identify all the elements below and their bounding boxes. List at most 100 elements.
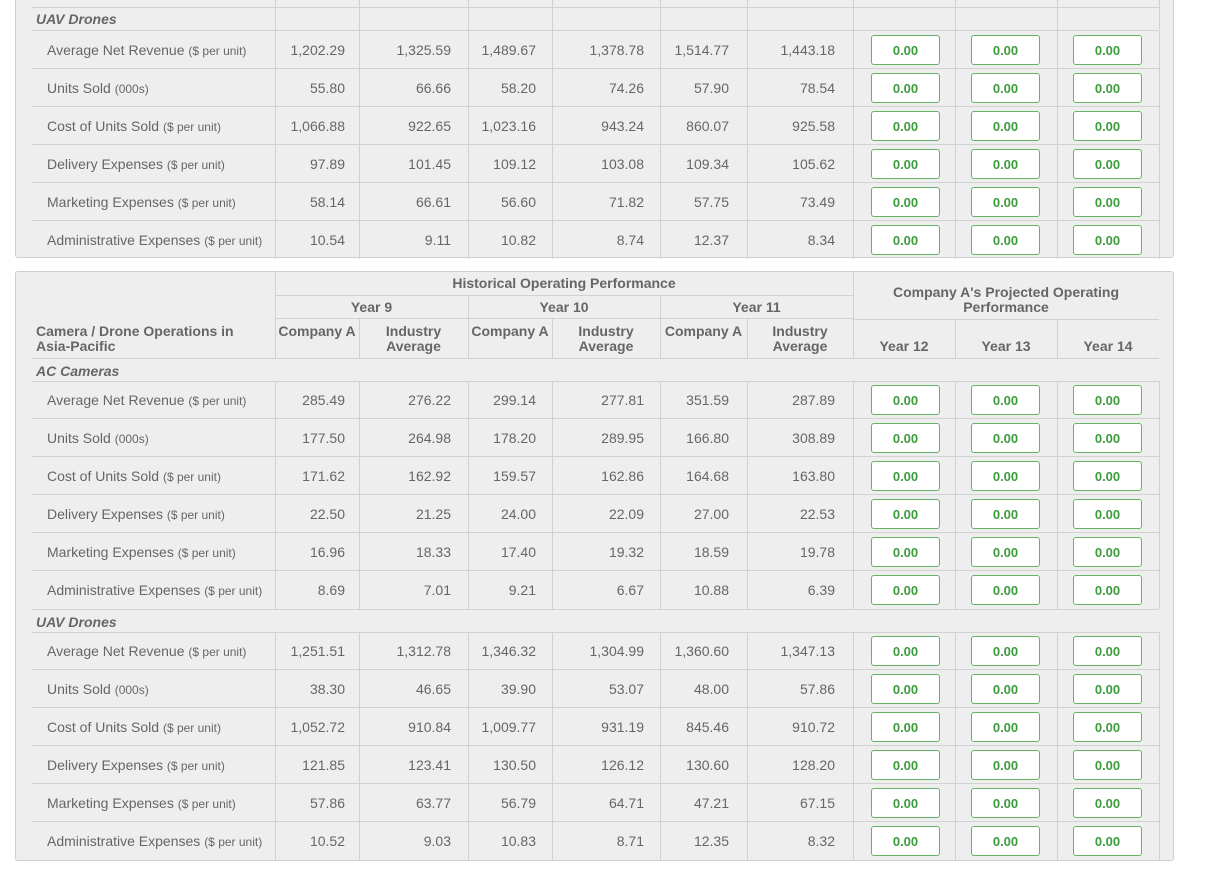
column-divider — [1159, 0, 1160, 30]
projected-value-input[interactable] — [971, 499, 1040, 529]
projected-value-input[interactable] — [971, 750, 1040, 780]
projected-value-input[interactable] — [1073, 788, 1142, 818]
projected-value-input[interactable] — [1073, 750, 1142, 780]
projected-value-input[interactable] — [871, 826, 940, 856]
projected-value-input[interactable] — [1073, 385, 1142, 415]
column-divider — [359, 318, 360, 358]
projected-value-input[interactable] — [971, 35, 1040, 65]
value-cell: 845.46 — [686, 719, 729, 735]
value-cell: 123.41 — [408, 757, 451, 773]
column-divider — [853, 31, 854, 259]
projected-value-input[interactable] — [971, 225, 1040, 255]
value-cell: 130.50 — [493, 757, 536, 773]
projected-value-input[interactable] — [871, 499, 940, 529]
value-cell: 105.62 — [792, 156, 835, 172]
row-label: Delivery Expenses ($ per unit) — [47, 506, 225, 522]
projected-value-input[interactable] — [871, 788, 940, 818]
projected-value-input[interactable] — [971, 461, 1040, 491]
projected-value-input[interactable] — [971, 826, 1040, 856]
projected-value-input[interactable] — [1073, 499, 1142, 529]
projected-value-input[interactable] — [871, 225, 940, 255]
projected-value-input[interactable] — [971, 712, 1040, 742]
projected-value-input[interactable] — [971, 73, 1040, 103]
row-label: Average Net Revenue ($ per unit) — [47, 392, 246, 408]
projected-value-input[interactable] — [1073, 225, 1142, 255]
projected-value-input[interactable] — [871, 35, 940, 65]
projected-value-input[interactable] — [871, 423, 940, 453]
column-divider — [552, 318, 553, 358]
row-label: Average Net Revenue ($ per unit) — [47, 42, 246, 58]
projected-value-input[interactable] — [971, 537, 1040, 567]
projected-value-input[interactable] — [1073, 423, 1142, 453]
value-cell: 1,202.29 — [290, 42, 346, 58]
projected-value-input[interactable] — [1073, 575, 1142, 605]
projected-value-input[interactable] — [871, 636, 940, 666]
value-cell: 1,052.72 — [290, 719, 346, 735]
projected-value-input[interactable] — [1073, 826, 1142, 856]
value-cell: 943.24 — [601, 118, 644, 134]
projected-value-input[interactable] — [971, 187, 1040, 217]
row-label-unit: ($ per unit) — [188, 394, 247, 408]
row-divider — [32, 821, 1159, 822]
projected-value-input[interactable] — [871, 537, 940, 567]
projected-value-input[interactable] — [1073, 636, 1142, 666]
column-divider — [468, 31, 469, 259]
row-label-text: Delivery Expenses — [47, 757, 163, 773]
projected-value-input[interactable] — [1073, 537, 1142, 567]
value-cell: 1,489.67 — [481, 42, 537, 58]
column-divider — [359, 632, 360, 860]
projected-value-input[interactable] — [971, 149, 1040, 179]
row-divider — [853, 319, 1159, 320]
value-cell: 159.57 — [493, 468, 536, 484]
projected-value-input[interactable] — [971, 674, 1040, 704]
column-divider — [1057, 319, 1058, 358]
projected-value-input[interactable] — [871, 461, 940, 491]
value-cell: 58.14 — [309, 194, 345, 210]
value-cell: 276.22 — [408, 392, 451, 408]
projected-value-input[interactable] — [1073, 35, 1142, 65]
value-cell: 10.83 — [500, 833, 536, 849]
projected-value-input[interactable] — [871, 575, 940, 605]
value-cell: 9.21 — [508, 582, 536, 598]
projected-value-input[interactable] — [971, 636, 1040, 666]
row-divider — [32, 68, 1159, 69]
projected-value-input[interactable] — [871, 674, 940, 704]
column-divider — [853, 381, 854, 609]
projected-value-input[interactable] — [971, 788, 1040, 818]
value-cell: 130.60 — [686, 757, 729, 773]
projected-value-input[interactable] — [871, 73, 940, 103]
projected-value-input[interactable] — [1073, 187, 1142, 217]
projected-value-input[interactable] — [871, 187, 940, 217]
value-cell: 57.86 — [799, 681, 835, 697]
row-label: Delivery Expenses ($ per unit) — [47, 156, 225, 172]
projected-value-input[interactable] — [1073, 149, 1142, 179]
projected-value-input[interactable] — [1073, 111, 1142, 141]
column-divider — [359, 381, 360, 609]
column-divider — [660, 31, 661, 259]
projected-value-input[interactable] — [1073, 73, 1142, 103]
historical-header: Historical Operating Performance — [452, 275, 676, 291]
row-label: Units Sold (000s) — [47, 430, 149, 446]
value-cell: 1,347.13 — [780, 643, 836, 659]
projected-value-input[interactable] — [971, 385, 1040, 415]
value-cell: 1,251.51 — [290, 643, 346, 659]
projected-value-input[interactable] — [871, 385, 940, 415]
row-label-text: Administrative Expenses — [47, 582, 201, 598]
projected-value-input[interactable] — [971, 575, 1040, 605]
value-cell: 48.00 — [693, 681, 729, 697]
projected-value-input[interactable] — [971, 423, 1040, 453]
value-cell: 1,378.78 — [589, 42, 645, 58]
projected-value-input[interactable] — [871, 712, 940, 742]
projected-value-input[interactable] — [1073, 674, 1142, 704]
row-label-unit: (000s) — [114, 82, 149, 96]
projected-value-input[interactable] — [1073, 712, 1142, 742]
projected-value-input[interactable] — [871, 111, 940, 141]
value-cell: 6.39 — [807, 582, 835, 598]
projected-value-input[interactable] — [1073, 461, 1142, 491]
projected-value-input[interactable] — [871, 149, 940, 179]
row-label-unit: ($ per unit) — [204, 835, 263, 849]
projected-value-input[interactable] — [971, 111, 1040, 141]
projected-value-input[interactable] — [871, 750, 940, 780]
row-label: Administrative Expenses ($ per unit) — [47, 833, 262, 849]
row-label-unit: ($ per unit) — [188, 645, 247, 659]
